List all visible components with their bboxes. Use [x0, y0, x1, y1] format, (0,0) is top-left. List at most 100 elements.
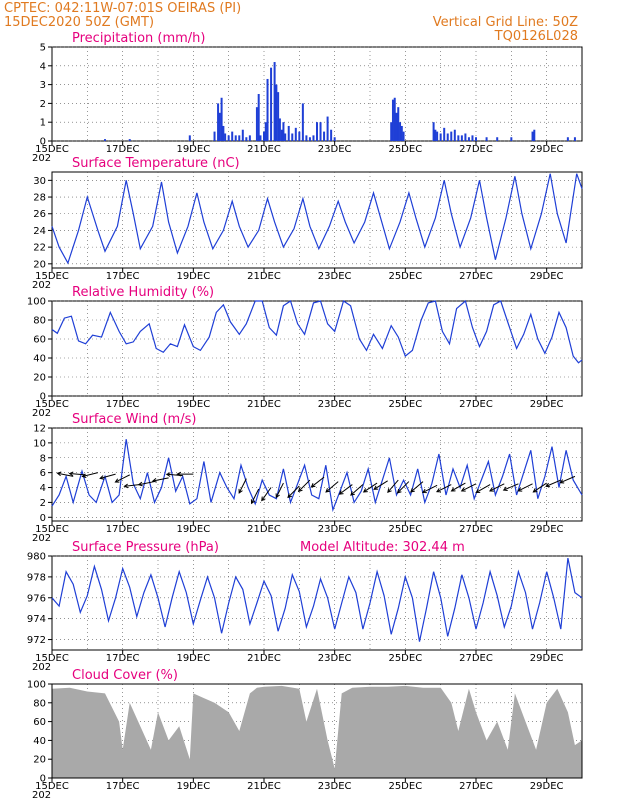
y-tick-label: 4 [40, 483, 46, 494]
x-tick-label: 25DEC [388, 781, 422, 792]
precip-bar [316, 122, 318, 141]
wind-arrow [545, 479, 561, 488]
x-tick-label: 23DEC [318, 653, 352, 664]
y-tick-label: 4 [40, 61, 46, 72]
wind-arrow-shaft [545, 479, 561, 487]
panel-cloud: 0 20 40 60 80 100 15DEC 17DEC 19DEC 21DEC 23DEC 25D… [27, 668, 583, 800]
y-tick-label: 80 [33, 698, 46, 709]
x-tick-year-fragment: 202 [32, 790, 51, 800]
precip-bar [188, 135, 191, 141]
precip-bar [275, 84, 278, 141]
wind-arrow-head [275, 493, 280, 499]
wind-arrow-head [287, 493, 292, 499]
wind-arrow-shaft [451, 482, 466, 492]
wind-arrow-head [310, 483, 316, 488]
y-tick-label: 974 [27, 614, 46, 625]
y-tick-label: 0 [40, 392, 46, 403]
precip-bar [241, 129, 244, 141]
panel-title: Precipitation (mm/h) [72, 31, 205, 46]
y-tick-label: 8 [40, 453, 46, 464]
wind-arrow-head [362, 488, 368, 493]
precip-bar [402, 131, 405, 141]
wind-arrow-shaft [422, 484, 438, 493]
wind-arrow-shaft [124, 484, 141, 487]
x-tick-label: 19DEC [176, 524, 210, 535]
x-tick-label: 19DEC [176, 144, 210, 155]
y-tick-label: 2 [40, 99, 46, 110]
x-tick-label: 19DEC [176, 271, 210, 282]
panel-title: Surface Wind (m/s) [72, 412, 196, 427]
precip-bar [390, 122, 393, 141]
precip-bar [217, 103, 220, 141]
x-tick-label: 29DEC [530, 271, 564, 282]
wind-arrow-shaft [503, 483, 519, 491]
precip-bar [282, 122, 285, 141]
panel-temp: 20 22 24 26 28 30 15DEC 17DEC 19DEC 21DEC 23DEC 25D… [32, 156, 583, 291]
precip-bar [436, 131, 439, 141]
y-tick-label: 60 [33, 717, 46, 728]
plot-frame [51, 300, 583, 397]
precip-bar [294, 127, 297, 141]
x-tick-label: 27DEC [459, 781, 493, 792]
precip-bar [245, 137, 248, 141]
x-tick-label: 25DEC [388, 144, 422, 155]
wind-arrow [151, 477, 169, 483]
x-tick-label: 15DEC [35, 781, 69, 792]
y-tick-label: 0 [40, 137, 46, 148]
y-tick-label: 22 [33, 243, 46, 254]
wind-arrow-shaft [100, 473, 116, 479]
header-location: CPTEC: 042:11W-07:01S OEIRAS (PI) [4, 1, 241, 16]
wind-arrow [261, 487, 272, 502]
wind-arrow [410, 481, 424, 493]
x-tick-label: 21DEC [247, 271, 281, 282]
x-tick-label: 23DEC [318, 524, 352, 535]
x-tick-label: 23DEC [318, 144, 352, 155]
x-tick-label: 17DEC [106, 144, 140, 155]
x-tick-label: 15DEC [35, 144, 69, 155]
precip-bar [287, 125, 290, 141]
y-tick-label: 6 [40, 468, 46, 479]
wind-arrow-shaft [69, 473, 86, 476]
wind-arrow-shaft [363, 482, 378, 493]
panel-annotation: Model Altitude: 302.44 m [300, 540, 465, 555]
wind-arrow [517, 483, 533, 492]
y-tick-label: 3 [40, 80, 46, 91]
x-tick-label: 25DEC [388, 399, 422, 410]
precip-bar [257, 94, 260, 141]
precip-bar [443, 127, 446, 141]
x-tick-label: 29DEC [530, 144, 564, 155]
precip-bar [330, 129, 333, 141]
x-tick-label: 21DEC [247, 399, 281, 410]
x-tick-label: 17DEC [106, 271, 140, 282]
wind-arrow [68, 471, 86, 477]
precip-bar [453, 129, 456, 141]
plot-frame-overlay [51, 683, 583, 779]
panel-precip: 0 1 2 3 4 5 15DEC 17DEC 19DEC 21DEC 23DEC 25DEC 27DE… [32, 31, 583, 164]
precip-bar [280, 129, 283, 141]
wind-arrow-head [68, 471, 74, 477]
x-tick-label: 27DEC [459, 524, 493, 535]
panel-wind: 0 2 4 6 8 10 12 15DEC 17DEC 19DEC 21DEC 23DEC 25DEC 2… [32, 412, 583, 544]
precip-bar [450, 131, 453, 141]
wind-arrow-head [387, 488, 392, 494]
x-tick-year-fragment: 202 [32, 153, 51, 164]
y-tick-label: 100 [27, 297, 46, 308]
x-tick-label: 21DEC [247, 781, 281, 792]
wind-arrow-head [421, 488, 427, 494]
wind-arrow [310, 476, 325, 488]
precip-bar [284, 133, 287, 141]
precip-bar [496, 137, 499, 141]
wind-arrow-head [250, 499, 256, 505]
wind-arrow [275, 482, 284, 499]
precip-bar [464, 133, 467, 141]
wind-arrow-shaft [461, 483, 477, 492]
precip-bar [323, 131, 326, 141]
x-tick-label: 25DEC [388, 271, 422, 282]
wind-arrow [502, 483, 519, 491]
precip-bar [566, 137, 569, 141]
y-tick-label: 40 [33, 736, 46, 747]
y-tick-label: 80 [33, 316, 46, 327]
wind-arrow-shaft [373, 480, 388, 490]
precip-bar [531, 131, 534, 141]
